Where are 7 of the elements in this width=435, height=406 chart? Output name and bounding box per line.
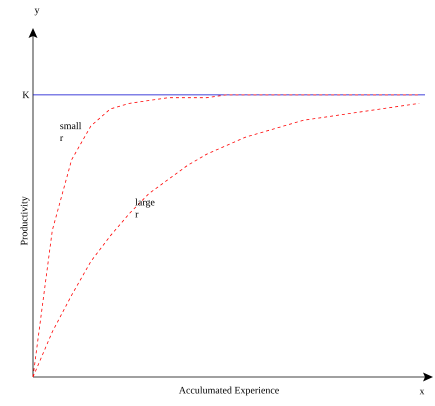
ref-line-label: K bbox=[22, 92, 30, 98]
series-label: large r bbox=[135, 198, 155, 218]
x-axis-title: Acculumated Experience bbox=[178, 386, 279, 396]
text: x bbox=[420, 390, 424, 394]
series-label: small r bbox=[60, 122, 82, 142]
text: y bbox=[34, 8, 40, 16]
y-axis-title: Productivity bbox=[20, 196, 30, 246]
